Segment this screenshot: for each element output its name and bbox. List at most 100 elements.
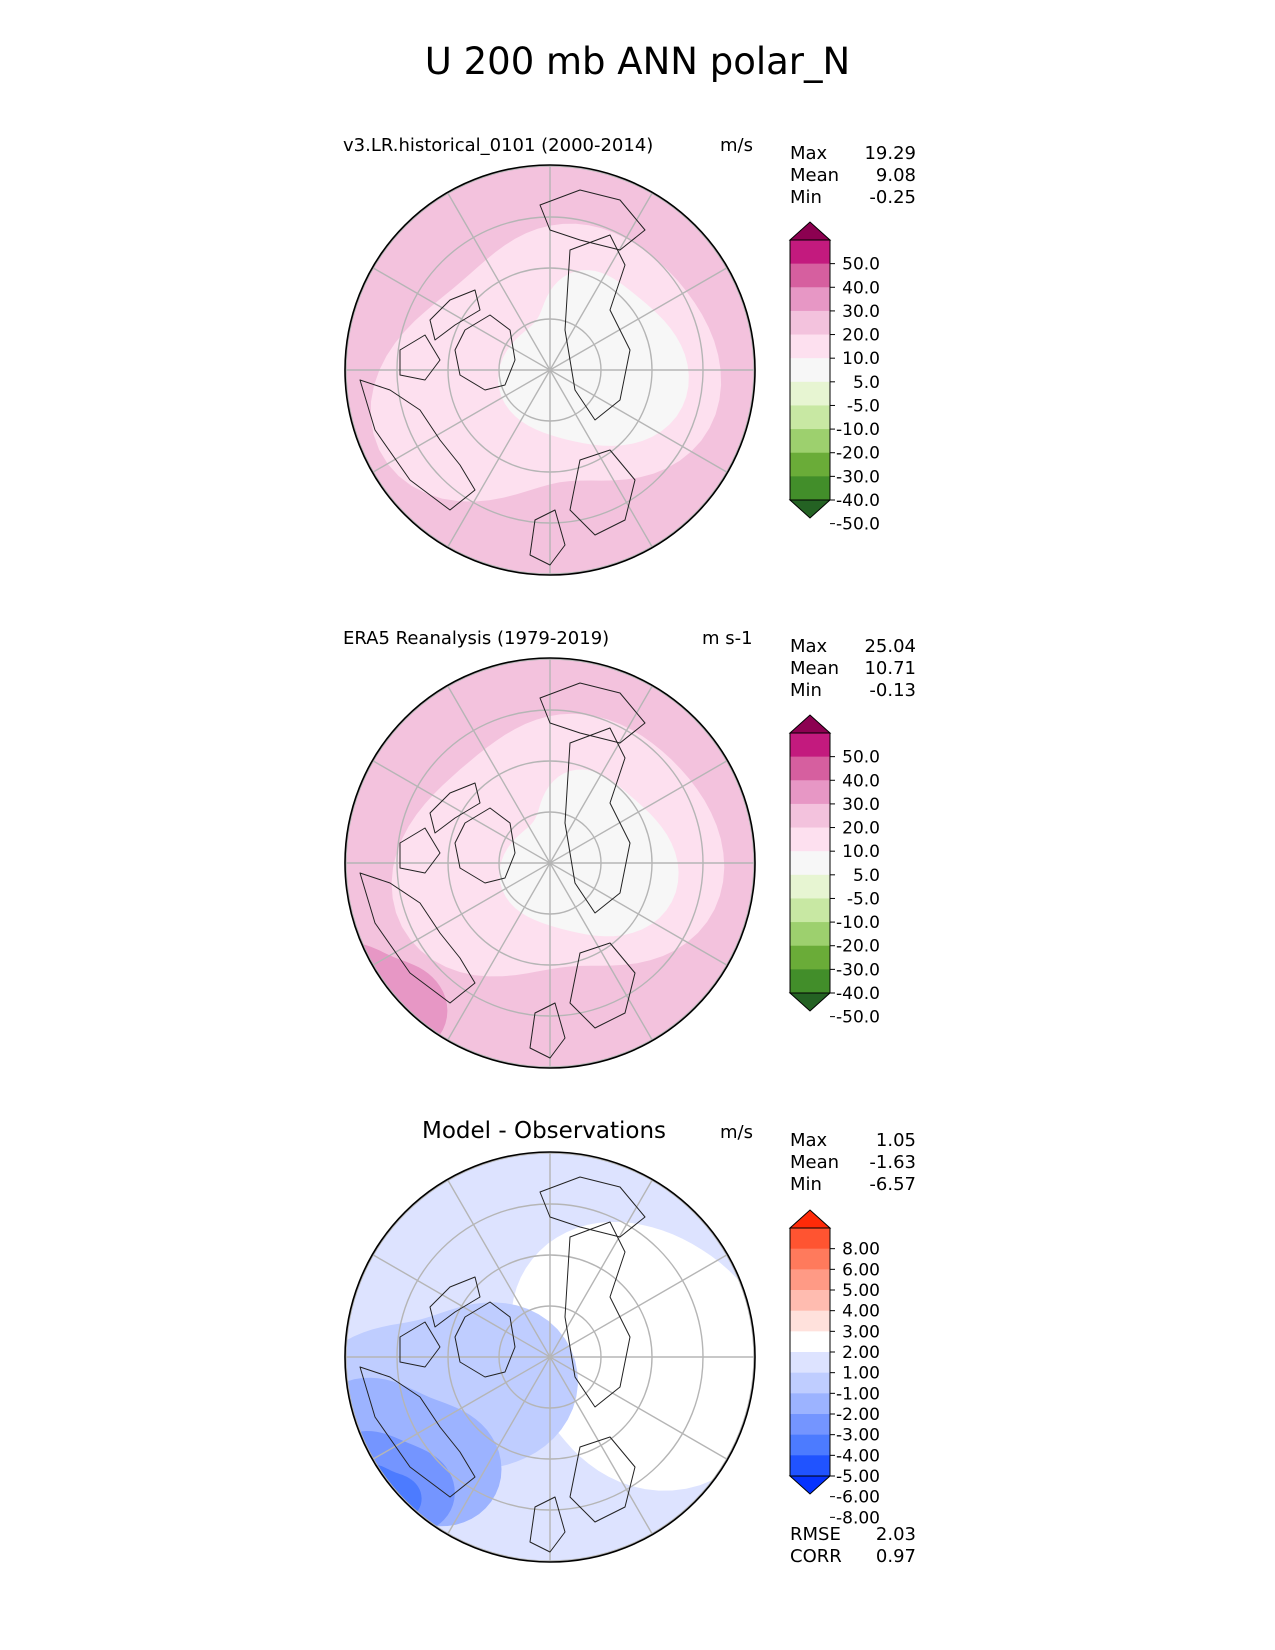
metric-value: 2.03 — [875, 1524, 916, 1545]
panel-1-title: v3.LR.historical_0101 (2000-2014) — [343, 135, 654, 156]
coastline-2 — [429, 289, 481, 341]
coastline-7 — [529, 509, 566, 566]
coastline-5 — [564, 234, 631, 421]
colorbar-segment — [790, 1248, 830, 1270]
panel-2-title: ERA5 Reanalysis (1979-2019) — [343, 628, 610, 649]
stat-label: Mean — [790, 1152, 840, 1173]
stat-value: -1.63 — [869, 1152, 916, 1173]
stat-label: Max — [790, 636, 828, 657]
coastline-7 — [529, 1002, 566, 1059]
coastline-2 — [429, 782, 481, 834]
map-boundary-1 — [344, 164, 756, 576]
colorbar-segment — [790, 922, 830, 947]
coastline-8 — [539, 682, 646, 744]
colorbar-segment — [790, 405, 830, 430]
colorbar-1: 50.0 40.0 30.0 20.0 10.0 5.0 -5.0 -10.0 -20.0 -30… — [788, 221, 880, 535]
colorbar-tick-label: -50.0 — [836, 1008, 880, 1028]
metric-value: 0.97 — [875, 1546, 916, 1567]
colorbar-segment — [790, 874, 830, 899]
colorbar-extend-top — [788, 1209, 832, 1229]
colorbar-tick-label: 5.0 — [853, 866, 880, 886]
map-boundary-3 — [344, 1151, 756, 1563]
colorbar-segment — [790, 287, 830, 312]
colorbar-segment — [790, 1290, 830, 1312]
colorbar-tick-label: 50.0 — [842, 255, 880, 275]
colorbar-tick-label: -1.00 — [836, 1384, 880, 1404]
coastline-4 — [359, 872, 476, 1004]
colorbar-segment — [790, 780, 830, 805]
contour-region-pole — [499, 769, 679, 937]
stat-value: 9.08 — [875, 165, 916, 186]
map-panel-2 — [345, 658, 755, 1068]
stat-value: 19.29 — [864, 143, 916, 164]
map-panel-3 — [345, 1152, 755, 1562]
colorbar-tick-label: 20.0 — [842, 326, 880, 346]
colorbar-segment — [790, 827, 830, 852]
colorbar-tick-label: 6.00 — [842, 1260, 880, 1280]
colorbar-segment — [790, 1434, 830, 1456]
stat-label: Max — [790, 1130, 828, 1151]
stat-label: Mean — [790, 165, 840, 186]
figure-title: U 200 mb ANN polar_N — [424, 40, 851, 83]
coastline-3 — [399, 334, 441, 381]
colorbar-tick-label: 5.00 — [842, 1281, 880, 1301]
colorbar-tick-label: 4.00 — [842, 1302, 880, 1322]
colorbar-segment — [790, 733, 830, 758]
coastline-5 — [564, 727, 631, 914]
coastline-6 — [569, 449, 636, 536]
colorbar-tick-label: 50.0 — [842, 748, 880, 768]
colorbar-segment — [790, 240, 830, 265]
colorbar-3: 8.006.005.004.003.002.001.00-1.00-2.00-3… — [788, 1209, 880, 1528]
coastline-1 — [454, 314, 516, 391]
metric-row-corr: CORR 0.97 — [790, 1546, 916, 1568]
colorbar-tick-label: -2.00 — [836, 1405, 880, 1425]
colorbar-extend-top — [788, 714, 832, 734]
colorbar-segment — [790, 1455, 830, 1477]
coastline-8 — [539, 189, 646, 251]
colorbar-tick-label: -10.0 — [836, 913, 880, 933]
colorbar-tick-label: -4.00 — [836, 1446, 880, 1466]
colorbar-extend-bottom — [788, 499, 832, 519]
colorbar-frame — [789, 732, 831, 994]
colorbar-extend-bottom — [788, 992, 832, 1012]
stat-row-mean: Mean 9.08 — [790, 165, 916, 187]
colorbar-tick-label: -30.0 — [836, 467, 880, 487]
colorbar-tick-label: -40.0 — [836, 491, 880, 511]
coastline-4 — [359, 1366, 476, 1498]
colorbar-tick-label: -5.0 — [847, 396, 880, 416]
stat-row-min: Min -6.57 — [790, 1174, 916, 1196]
colorbar-segment — [790, 1352, 830, 1374]
stat-value: 25.04 — [864, 636, 916, 657]
colorbar-segment — [790, 945, 830, 970]
coastline-2 — [429, 1276, 481, 1328]
colorbar-tick-label: -40.0 — [836, 984, 880, 1004]
colorbar-tick-label: 40.0 — [842, 278, 880, 298]
colorbar-segment — [790, 1331, 830, 1353]
stat-value: 10.71 — [864, 658, 916, 679]
colorbar-tick-label: -8.00 — [836, 1508, 880, 1528]
colorbar-segment — [790, 429, 830, 454]
panel-3-metrics: RMSE 2.03 CORR 0.97 — [790, 1524, 916, 1568]
colorbar-segment — [790, 851, 830, 876]
panel-3-stats: Max 1.05 Mean -1.63 Min -6.57 — [790, 1130, 916, 1196]
colorbar-segment — [790, 969, 830, 994]
stat-label: Min — [790, 1174, 822, 1195]
colorbar-tick-label: -50.0 — [836, 515, 880, 535]
stat-value: 1.05 — [875, 1130, 916, 1151]
colorbar-segment — [790, 358, 830, 383]
panel-2-stats: Max 25.04 Mean 10.71 Min -0.13 — [790, 636, 916, 702]
panel-3-units: m/s — [720, 1122, 753, 1143]
colorbar-segment — [790, 310, 830, 336]
meridian-line-6 — [372, 1253, 728, 1461]
stat-value: -0.25 — [869, 187, 916, 208]
colorbar-tick-label: 40.0 — [842, 771, 880, 791]
stat-value: -0.13 — [869, 680, 916, 701]
coastline-8 — [539, 1176, 646, 1238]
colorbar-tick-label: -20.0 — [836, 444, 880, 464]
map-panel-1 — [345, 165, 755, 575]
stat-row-mean: Mean 10.71 — [790, 658, 916, 680]
coastline-5 — [564, 1221, 631, 1408]
coastline-3 — [399, 827, 441, 874]
meridian-line-6 — [372, 759, 728, 967]
